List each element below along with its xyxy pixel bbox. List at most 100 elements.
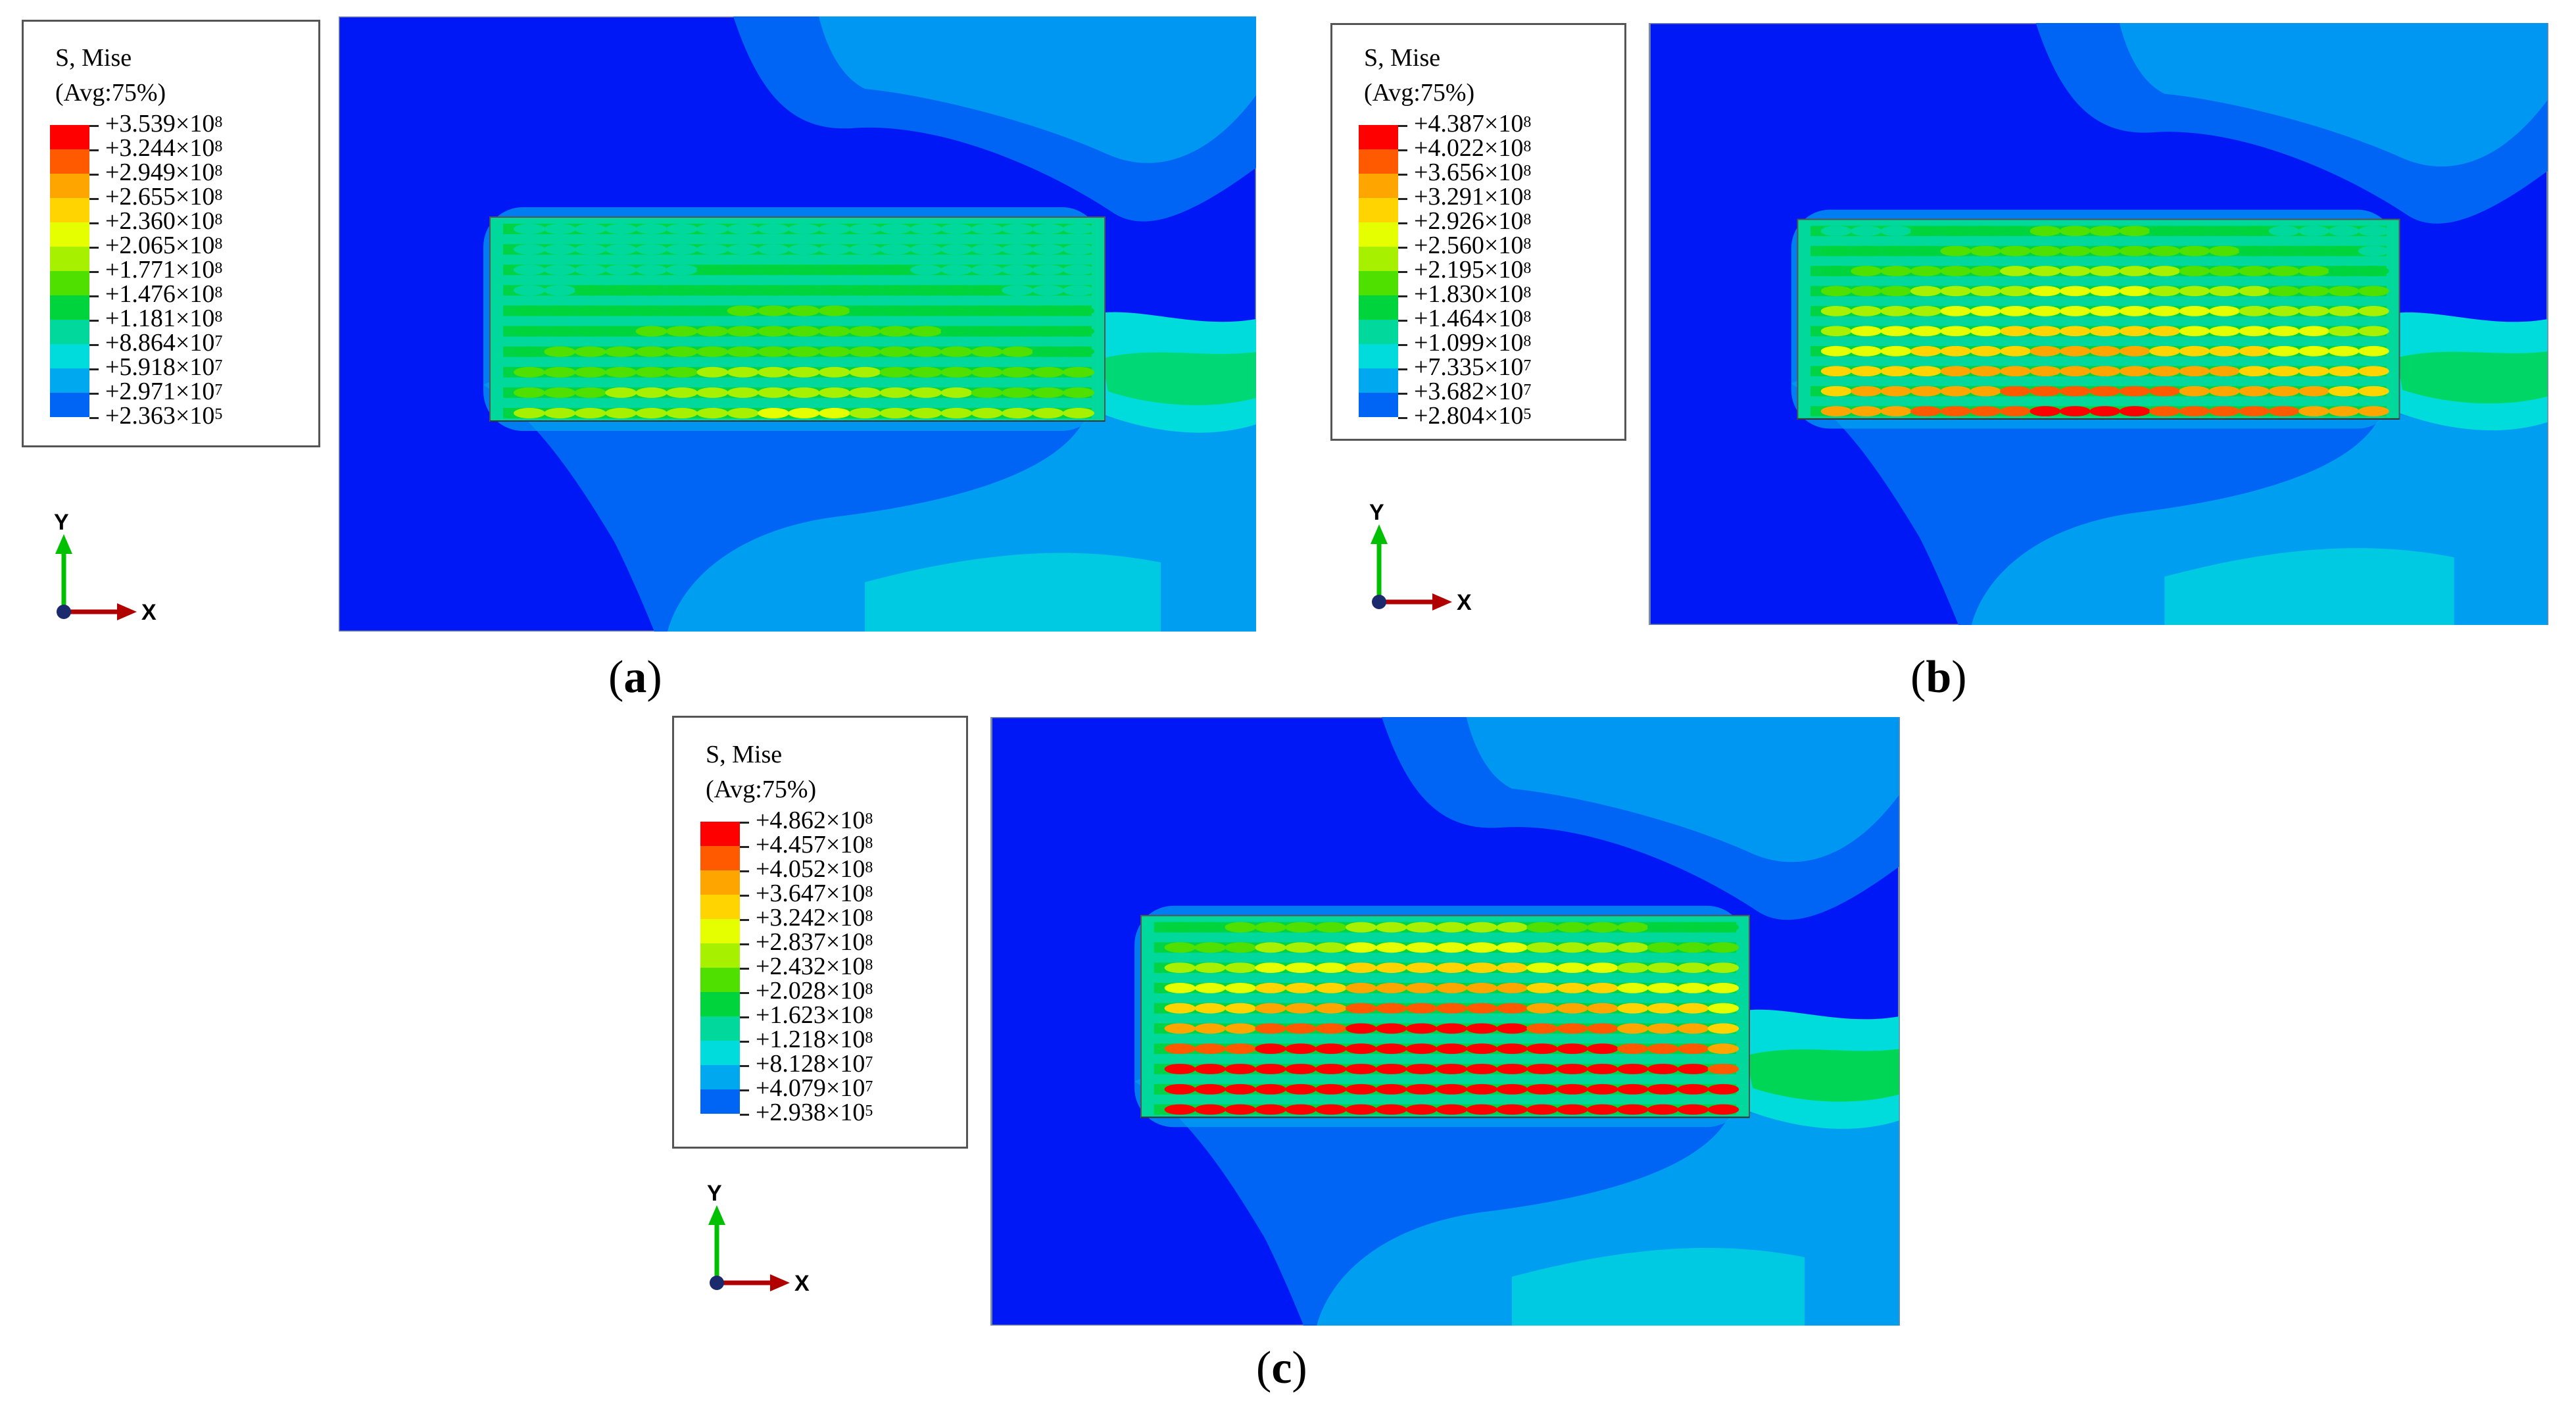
legend-subtitle: (Avg:75%)	[55, 79, 166, 107]
stress-hotspot	[1707, 1083, 1739, 1095]
stress-hotspot	[1164, 942, 1196, 953]
stress-hotspot	[2208, 345, 2240, 357]
stress-hotspot	[1225, 982, 1256, 993]
legend-tick	[89, 149, 99, 151]
legend-value: +2.655×108	[105, 183, 223, 211]
stress-hotspot	[605, 285, 637, 296]
stress-hotspot	[1225, 1104, 1256, 1115]
stress-hotspot	[1940, 386, 1972, 397]
stress-hotspot	[544, 408, 576, 418]
stress-hotspot	[574, 387, 606, 398]
stress-hotspot	[1880, 366, 1912, 377]
stress-hotspot	[849, 408, 881, 418]
legend-swatch	[50, 393, 89, 417]
stress-hotspot	[2239, 266, 2270, 276]
stress-hotspot	[2328, 245, 2360, 257]
stress-hotspot	[727, 387, 759, 398]
stress-hotspot	[1345, 1083, 1377, 1095]
stress-hotspot	[818, 244, 850, 255]
legend-swatch	[1359, 174, 1398, 198]
contour-band	[2164, 548, 2454, 625]
stress-hotspot	[2358, 406, 2389, 416]
stress-hotspot	[1405, 1023, 1438, 1034]
stress-hotspot	[2000, 306, 2031, 316]
stress-hotspot	[1225, 942, 1256, 953]
stress-hotspot	[1315, 1043, 1347, 1055]
stress-hotspot	[1194, 1104, 1226, 1115]
stress-hotspot	[1063, 366, 1094, 378]
stress-hotspot	[1194, 922, 1226, 933]
stress-hotspot	[879, 244, 911, 255]
stress-hotspot	[879, 305, 911, 316]
stress-hotspot	[635, 285, 668, 296]
caption-letter-c: c	[1271, 1343, 1292, 1393]
legend-exponent: 8	[865, 957, 873, 974]
legend-exponent: 8	[214, 284, 223, 301]
stress-hotspot	[514, 305, 545, 316]
stress-hotspot	[1617, 1003, 1649, 1014]
stress-hotspot	[1194, 1003, 1226, 1014]
legend-exponent: 7	[1523, 382, 1532, 399]
stress-hotspot	[2119, 286, 2151, 297]
stress-hotspot	[971, 224, 1003, 234]
stress-hotspot	[574, 346, 606, 357]
stress-hotspot	[2059, 306, 2091, 316]
stress-hotspot	[1587, 962, 1618, 974]
stress-hotspot	[1436, 1104, 1468, 1115]
stress-hotspot	[1940, 286, 1972, 297]
legend-swatch	[50, 344, 89, 368]
stress-hotspot	[1526, 1023, 1558, 1034]
legend-swatch	[700, 870, 740, 895]
stress-hotspot	[1940, 266, 1972, 276]
stress-hotspot	[2059, 386, 2091, 397]
stress-hotspot	[1032, 326, 1064, 337]
caption-b: (b)	[1910, 652, 1967, 703]
stress-hotspot	[696, 224, 729, 234]
stress-hotspot	[1315, 1083, 1347, 1095]
stress-hotspot	[2298, 366, 2330, 377]
stress-hotspot	[574, 264, 606, 276]
stress-hotspot	[971, 408, 1003, 418]
stress-hotspot	[1647, 1023, 1679, 1034]
axis-x-label: X	[1457, 590, 1472, 615]
stress-hotspot	[2089, 245, 2121, 257]
stress-hotspot	[1820, 326, 1852, 337]
stress-hotspot	[1002, 326, 1034, 337]
stress-hotspot	[1164, 982, 1196, 993]
stress-hotspot	[2000, 406, 2031, 416]
stress-hotspot	[2208, 366, 2240, 377]
stress-hotspot	[1405, 962, 1438, 974]
legend-swatch	[1359, 198, 1398, 222]
stress-hotspot	[1587, 922, 1618, 933]
stress-hotspot	[1677, 1043, 1709, 1055]
stress-hotspot	[1405, 982, 1438, 993]
stress-hotspot	[1255, 1104, 1286, 1115]
stress-hotspot	[1164, 1023, 1196, 1034]
axis-triad-a: Y X	[54, 510, 157, 625]
stress-hotspot	[635, 366, 668, 378]
stress-hotspot	[940, 366, 973, 378]
stress-hotspot	[2208, 326, 2240, 337]
stress-hotspot	[1496, 1023, 1528, 1034]
stress-hotspot	[788, 244, 820, 255]
stress-hotspot	[666, 326, 698, 337]
stress-hotspot	[1285, 1043, 1317, 1055]
legend-tick	[89, 295, 99, 297]
stress-hotspot	[2000, 326, 2031, 337]
legend-value: +2.363×105	[105, 402, 223, 430]
legend-tick	[740, 895, 749, 897]
stress-hotspot	[818, 264, 850, 276]
stress-hotspot	[1255, 1003, 1286, 1014]
stress-hotspot	[1677, 1083, 1709, 1095]
legend-value: +8.128×107	[756, 1050, 873, 1078]
stress-hotspot	[1496, 1104, 1528, 1115]
caption-a: (a)	[608, 652, 662, 703]
stress-hotspot	[1910, 366, 1941, 377]
stress-hotspot	[1194, 962, 1226, 974]
stress-hotspot	[696, 366, 729, 378]
stress-hotspot	[910, 285, 942, 296]
stress-hotspot	[2149, 386, 2181, 397]
legend-exponent: 8	[214, 138, 223, 155]
stress-hotspot	[879, 285, 911, 296]
stress-hotspot	[666, 285, 698, 296]
